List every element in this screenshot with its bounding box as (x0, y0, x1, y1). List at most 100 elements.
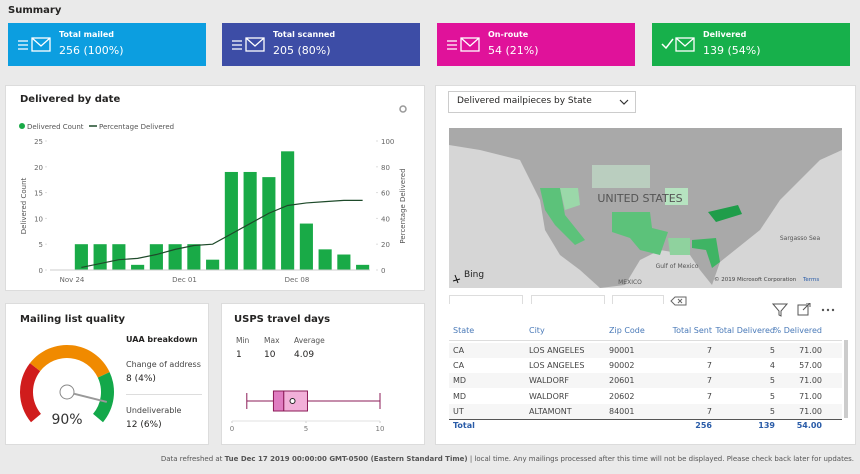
state (665, 188, 688, 205)
column-header: City (529, 326, 545, 335)
map-provider: Bing (464, 270, 484, 280)
dropdown[interactable]: Delivered mailpieces by State (448, 91, 636, 113)
total-cell: 256 (695, 421, 712, 430)
gauge-band (93, 372, 115, 423)
row-bg (449, 373, 842, 389)
card-title: On-route (488, 30, 529, 39)
bar (131, 264, 145, 270)
map-label: Gulf of Mexico (656, 263, 699, 270)
cell: ALTAMONT (529, 406, 572, 416)
state (612, 212, 668, 255)
panel-title: Mailing list quality (20, 314, 125, 325)
summary-card: Total mailed 256 (100%) (8, 23, 206, 66)
bar (243, 171, 257, 270)
y2-tick-label: 20 (381, 241, 390, 249)
bar (337, 254, 351, 270)
legend-label: Percentage Delivered (99, 123, 174, 131)
uaa-value: 12 (6%) (126, 420, 162, 430)
bing-logo (452, 274, 461, 284)
total-label: Total (453, 421, 475, 430)
legend-swatch (19, 123, 25, 129)
y2-tick-label: 100 (381, 138, 394, 146)
column-header: % Delivered (773, 326, 822, 335)
map-copyright: © 2019 Microsoft Corporation (714, 276, 797, 283)
x-tick-label: Nov 24 (60, 276, 85, 284)
y2-tick-label: 0 (381, 267, 385, 275)
gauge-needle (73, 392, 108, 403)
cell: CA (453, 361, 465, 371)
card-title: Total mailed (59, 30, 115, 39)
summary-title: Summary (8, 5, 62, 16)
panel-title: USPS travel days (234, 314, 331, 325)
stat-value: 4.09 (294, 350, 315, 360)
map-label: Sargasso Sea (780, 235, 821, 242)
cell: MD (453, 376, 467, 386)
filter-box (531, 295, 605, 304)
filter-box (449, 295, 523, 304)
card-value: 256 (100%) (59, 44, 124, 57)
bar (149, 244, 163, 270)
cell: 5 (769, 406, 775, 416)
cell: LOS ANGELES (529, 346, 585, 355)
bar (299, 223, 313, 270)
state (708, 205, 742, 222)
card-title: Total scanned (273, 30, 336, 39)
cell: LOS ANGELES (529, 361, 585, 371)
bar (93, 244, 107, 270)
card-value: 205 (80%) (273, 44, 331, 57)
gauge-label: 90% (51, 412, 82, 428)
card-title: Delivered (703, 30, 747, 39)
uaa-label: Undeliverable (126, 406, 182, 415)
cell: 7 (706, 406, 712, 416)
y2-tick-label: 60 (381, 190, 390, 198)
rule (449, 340, 842, 341)
summary-card: On-route 54 (21%) (437, 23, 635, 66)
bar (262, 177, 276, 270)
bar (206, 259, 220, 270)
erase-icon[interactable] (670, 296, 688, 306)
row-bg (449, 403, 842, 419)
cell: 7 (706, 361, 712, 371)
stat-label: Average (294, 336, 325, 345)
footer-prefix: Data refreshed at (160, 455, 223, 463)
total-cell: 54.00 (796, 421, 822, 430)
map-land (449, 128, 842, 288)
uaa-label: Change of address (126, 360, 201, 369)
card-value: 139 (54%) (703, 44, 761, 57)
cell: 20602 (609, 391, 635, 401)
scrollbar (844, 340, 848, 418)
y2-tick-label: 40 (381, 215, 390, 223)
cell: 57.00 (799, 361, 822, 371)
box-lower (272, 390, 285, 412)
column-header: Total Delivered (715, 326, 775, 335)
cell: WALDORF (529, 376, 570, 386)
footer: Data refreshed at Tue Dec 17 2019 00:00:… (161, 455, 854, 463)
rule (126, 394, 202, 395)
card-icon (18, 37, 51, 52)
filter-box (612, 295, 664, 304)
card-icon (661, 37, 695, 52)
state (692, 238, 720, 268)
y-axis-label: Delivered Count (20, 177, 28, 234)
card-icon (447, 37, 480, 52)
cell: 7 (706, 376, 712, 386)
cell: 5 (769, 346, 775, 355)
panel-title: Delivered by date (20, 94, 121, 105)
footer-timestamp: Tue Dec 17 2019 00:00:00 GMT-0500 (Easte… (224, 455, 468, 463)
y2-tick-label: 80 (381, 164, 390, 172)
state (668, 238, 690, 255)
cell: 20601 (609, 376, 635, 386)
uaa-title: UAA breakdown (126, 335, 198, 344)
legend-label: Delivered Count (27, 123, 84, 131)
cell: 71.00 (799, 406, 822, 416)
gauge-band (29, 345, 110, 378)
dropdown-label: Delivered mailpieces by State (457, 96, 592, 106)
column-header: State (453, 326, 475, 335)
line (81, 199, 363, 269)
table-toolbar[interactable] (772, 303, 838, 317)
cell: 90002 (609, 361, 635, 371)
row-bg (449, 343, 842, 358)
gauge-hub (59, 384, 75, 400)
cell: 71.00 (799, 391, 822, 401)
